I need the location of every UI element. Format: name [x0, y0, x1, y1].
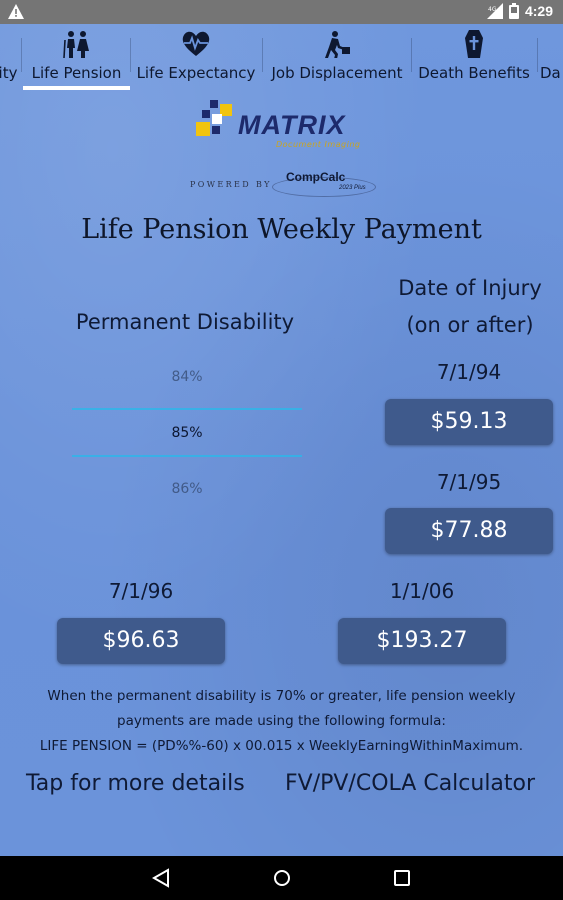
powered-by-text: POWERED BY — [190, 180, 272, 189]
logo-tagline: Document Imaging — [276, 140, 361, 149]
svg-text:4G: 4G — [488, 6, 497, 13]
date-of-injury-label: Date of Injury (on or after) — [375, 270, 563, 344]
date-of-injury-sub: (on or after) — [406, 313, 534, 337]
date-label-1994: 7/1/94 — [436, 360, 502, 384]
back-icon[interactable] — [149, 866, 173, 890]
battery-icon — [508, 3, 519, 19]
tab-divider — [21, 38, 22, 72]
tab-life-expectancy[interactable]: Life Expectancy — [133, 24, 259, 90]
permanent-disability-label: Permanent Disability — [75, 310, 295, 334]
recents-icon[interactable] — [390, 866, 414, 890]
page-title: Life Pension Weekly Payment — [81, 214, 482, 245]
picker-selection-line-bottom — [72, 455, 302, 457]
tab-label: Da — [540, 64, 561, 82]
picker-option-next[interactable]: 86% — [171, 481, 203, 497]
tab-job-displacement[interactable]: Job Displacement — [266, 24, 408, 90]
disability-percent-picker[interactable]: 84% 85% 86% — [72, 359, 302, 499]
more-details-link[interactable]: Tap for more details — [26, 771, 245, 796]
tab-divider — [537, 38, 538, 72]
tab-death-benefits[interactable]: Death Benefits — [414, 24, 534, 90]
worker-icon — [325, 31, 350, 58]
tab-life-pension[interactable]: Life Pension — [23, 24, 130, 90]
date-label-1995: 7/1/95 — [436, 470, 502, 494]
couple-icon — [62, 31, 89, 58]
payment-button-1994[interactable]: $59.13 — [385, 399, 553, 445]
formula-line: LIFE PENSION = (PD%%-60) x 00.015 x Week… — [39, 738, 524, 754]
picker-option-selected[interactable]: 85% — [171, 425, 203, 441]
partner-logo-swoosh — [272, 177, 376, 197]
active-tab-indicator — [23, 86, 130, 90]
fv-pv-cola-calculator-link[interactable]: FV/PV/COLA Calculator — [285, 771, 536, 796]
tab-partial-next[interactable]: Da — [540, 24, 563, 90]
clock: 4:29 — [524, 3, 553, 19]
date-of-injury-heading: Date of Injury — [398, 276, 542, 300]
partner-name: CompCalc — [286, 170, 346, 184]
picker-option-prev[interactable]: 84% — [171, 369, 203, 385]
note-line: When the permanent disability is 70% or … — [47, 688, 516, 704]
warning-triangle-icon — [8, 4, 24, 19]
heartbeat-icon — [182, 31, 210, 56]
status-bar: 4G 4:29 — [0, 0, 563, 24]
matrix-logo-mark — [196, 100, 232, 136]
payment-button-1996[interactable]: $96.63 — [57, 618, 225, 664]
picker-selection-line-top — [72, 408, 302, 410]
main-content: ity Life Pension Life Expectancy — [0, 24, 563, 856]
tab-divider — [411, 38, 412, 72]
payment-button-1995[interactable]: $77.88 — [385, 508, 553, 554]
tab-divider — [130, 38, 131, 72]
tab-label: Job Displacement — [271, 64, 403, 82]
date-label-2006: 1/1/06 — [389, 579, 455, 603]
system-nav-bar — [0, 856, 563, 900]
date-label-1996: 7/1/96 — [108, 579, 174, 603]
partner-sub: 2023 Plus — [339, 185, 366, 191]
tab-permanent-disability-partial[interactable]: ity — [0, 24, 20, 90]
tab-label: Life Pension — [31, 64, 122, 82]
tab-divider — [262, 38, 263, 72]
coffin-icon — [465, 30, 483, 58]
payment-button-2006[interactable]: $193.27 — [338, 618, 506, 664]
tab-label: Life Expectancy — [136, 64, 256, 82]
tab-bar: ity Life Pension Life Expectancy — [0, 24, 563, 90]
cellular-signal-icon: 4G — [486, 3, 503, 19]
home-icon[interactable] — [270, 866, 294, 890]
formula-note: When the permanent disability is 70% or … — [10, 684, 553, 759]
logo-name: MATRIX — [238, 110, 346, 140]
note-line: payments are made using the following fo… — [117, 713, 446, 729]
matrix-compcalc-logo: MATRIX Document Imaging POWERED BY CompC… — [186, 98, 386, 198]
tab-label: Death Benefits — [418, 64, 530, 82]
tab-label: ity — [0, 64, 18, 82]
